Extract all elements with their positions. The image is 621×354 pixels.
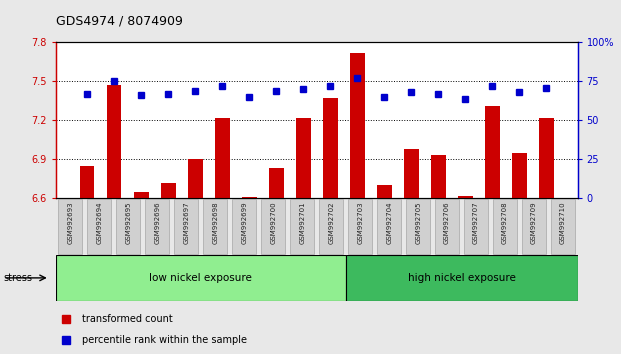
FancyBboxPatch shape bbox=[346, 255, 578, 301]
FancyBboxPatch shape bbox=[204, 199, 227, 254]
FancyBboxPatch shape bbox=[522, 199, 546, 254]
Bar bbox=[350, 53, 365, 198]
Bar bbox=[79, 166, 94, 198]
Bar bbox=[431, 155, 446, 198]
FancyBboxPatch shape bbox=[465, 199, 488, 254]
Bar bbox=[161, 183, 176, 198]
Bar bbox=[215, 118, 230, 198]
Text: high nickel exposure: high nickel exposure bbox=[407, 273, 515, 283]
Bar bbox=[107, 85, 122, 198]
Text: GSM992696: GSM992696 bbox=[155, 201, 160, 244]
FancyBboxPatch shape bbox=[493, 199, 517, 254]
Text: GSM992694: GSM992694 bbox=[96, 201, 102, 244]
Text: low nickel exposure: low nickel exposure bbox=[150, 273, 252, 283]
Text: GSM992701: GSM992701 bbox=[299, 201, 305, 244]
Text: GSM992706: GSM992706 bbox=[444, 201, 450, 244]
Text: GSM992697: GSM992697 bbox=[183, 201, 189, 244]
FancyBboxPatch shape bbox=[551, 199, 575, 254]
Text: GSM992698: GSM992698 bbox=[212, 201, 218, 244]
Bar bbox=[377, 185, 392, 198]
Text: GSM992710: GSM992710 bbox=[560, 201, 566, 244]
FancyBboxPatch shape bbox=[145, 199, 169, 254]
Text: GSM992709: GSM992709 bbox=[531, 201, 537, 244]
Bar bbox=[323, 98, 338, 198]
FancyBboxPatch shape bbox=[58, 199, 82, 254]
Bar bbox=[539, 118, 554, 198]
Text: GSM992702: GSM992702 bbox=[329, 201, 334, 244]
Text: GSM992693: GSM992693 bbox=[68, 201, 73, 244]
Bar bbox=[188, 159, 202, 198]
Text: GSM992708: GSM992708 bbox=[502, 201, 508, 244]
Bar bbox=[404, 149, 419, 198]
FancyBboxPatch shape bbox=[291, 199, 314, 254]
Text: GSM992705: GSM992705 bbox=[415, 201, 421, 244]
FancyBboxPatch shape bbox=[406, 199, 430, 254]
Bar bbox=[242, 197, 256, 198]
FancyBboxPatch shape bbox=[435, 199, 459, 254]
Text: GSM992700: GSM992700 bbox=[270, 201, 276, 244]
Text: transformed count: transformed count bbox=[82, 314, 173, 324]
Bar bbox=[134, 192, 148, 198]
Text: GSM992704: GSM992704 bbox=[386, 201, 392, 244]
FancyBboxPatch shape bbox=[261, 199, 285, 254]
Text: GDS4974 / 8074909: GDS4974 / 8074909 bbox=[56, 14, 183, 27]
Bar bbox=[512, 153, 527, 198]
Bar bbox=[458, 196, 473, 198]
FancyBboxPatch shape bbox=[348, 199, 372, 254]
Text: percentile rank within the sample: percentile rank within the sample bbox=[82, 335, 247, 345]
FancyBboxPatch shape bbox=[232, 199, 256, 254]
Text: stress: stress bbox=[3, 273, 32, 283]
FancyBboxPatch shape bbox=[56, 255, 346, 301]
Text: GSM992695: GSM992695 bbox=[125, 201, 131, 244]
FancyBboxPatch shape bbox=[175, 199, 198, 254]
Bar bbox=[269, 169, 284, 198]
Text: GSM992703: GSM992703 bbox=[357, 201, 363, 244]
Text: GSM992699: GSM992699 bbox=[242, 201, 247, 244]
FancyBboxPatch shape bbox=[117, 199, 140, 254]
FancyBboxPatch shape bbox=[88, 199, 111, 254]
FancyBboxPatch shape bbox=[319, 199, 343, 254]
FancyBboxPatch shape bbox=[378, 199, 401, 254]
Bar bbox=[485, 106, 500, 198]
Bar bbox=[296, 118, 310, 198]
Text: GSM992707: GSM992707 bbox=[473, 201, 479, 244]
